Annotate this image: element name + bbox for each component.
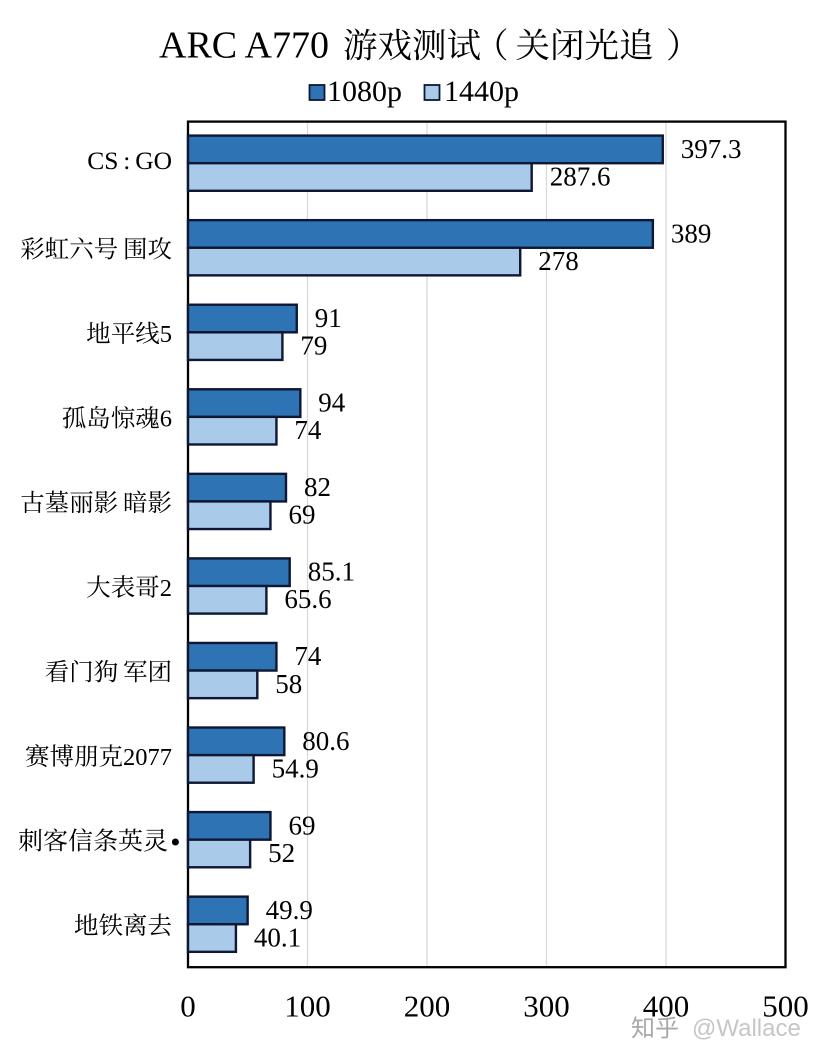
svg-text:40.1: 40.1 [254, 923, 301, 953]
svg-text:79: 79 [300, 331, 327, 361]
svg-text:389: 389 [671, 218, 712, 248]
svg-text:200: 200 [404, 989, 451, 1024]
svg-text:0: 0 [180, 989, 196, 1024]
svg-text:300: 300 [523, 989, 570, 1024]
svg-text:69: 69 [289, 810, 316, 840]
svg-text:S: S [104, 146, 118, 175]
svg-text:5: 5 [160, 321, 172, 348]
svg-text:91: 91 [315, 303, 342, 333]
svg-text:74: 74 [294, 641, 322, 671]
svg-text:65.6: 65.6 [284, 584, 331, 614]
svg-text:7: 7 [148, 744, 160, 771]
svg-text:58: 58 [275, 669, 302, 699]
svg-text:52: 52 [268, 838, 295, 868]
svg-text:400: 400 [643, 989, 690, 1024]
svg-text:2: 2 [160, 575, 172, 602]
svg-text:@Wallace: @Wallace [692, 1015, 801, 1042]
svg-text:G: G [135, 146, 153, 175]
svg-text:69: 69 [289, 500, 316, 530]
svg-text:397.3: 397.3 [681, 134, 742, 164]
svg-text:54.9: 54.9 [272, 753, 319, 783]
svg-text:6: 6 [160, 406, 172, 433]
svg-text:82: 82 [304, 472, 331, 502]
svg-text:287.6: 287.6 [550, 161, 611, 191]
svg-text:1080p: 1080p [327, 75, 402, 108]
svg-text:0: 0 [135, 744, 147, 771]
svg-text:1440p: 1440p [444, 75, 519, 108]
svg-text:O: O [154, 146, 172, 175]
svg-text:278: 278 [538, 246, 579, 276]
svg-text:74: 74 [294, 415, 322, 445]
svg-text::: : [123, 146, 130, 175]
svg-text:ARC A770: ARC A770 [159, 25, 329, 67]
svg-text:85.1: 85.1 [308, 557, 355, 587]
svg-text:500: 500 [762, 989, 809, 1024]
svg-text:C: C [87, 146, 104, 175]
svg-text:2: 2 [123, 744, 135, 771]
svg-text:49.9: 49.9 [266, 895, 313, 925]
svg-text:7: 7 [160, 744, 172, 771]
svg-text:100: 100 [284, 989, 331, 1024]
svg-text:94: 94 [318, 388, 346, 418]
svg-text:80.6: 80.6 [302, 726, 349, 756]
